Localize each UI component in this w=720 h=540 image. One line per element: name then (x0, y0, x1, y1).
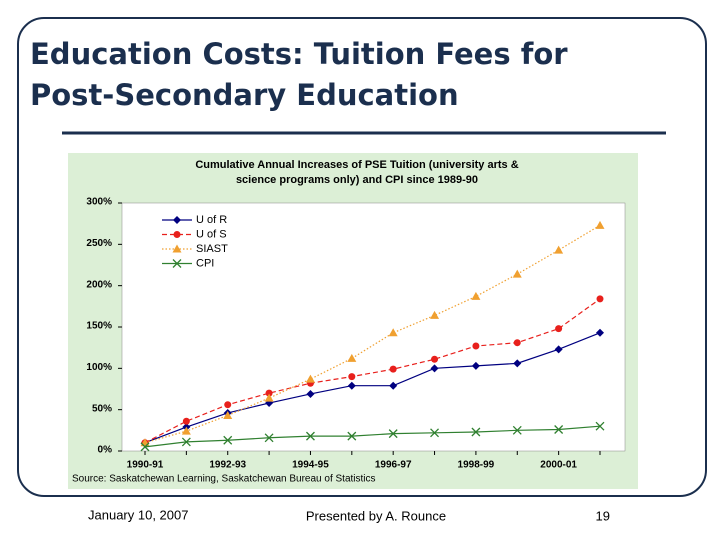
chart-title: science programs only) and CPI since 198… (236, 174, 478, 186)
series-line (144, 332, 601, 444)
data-point (224, 401, 232, 409)
legend-label: U of S (196, 228, 227, 240)
legend-marker (173, 216, 181, 224)
legend-label: U of R (196, 214, 227, 226)
y-tick-label: 150% (86, 321, 112, 332)
slide-title: Education Costs: Tuition Fees for (30, 37, 568, 71)
data-point (181, 426, 191, 435)
data-point (595, 421, 605, 431)
data-point (554, 245, 564, 254)
data-point (305, 374, 315, 383)
data-point (512, 425, 522, 435)
data-point (596, 295, 604, 303)
x-tick-label: 1994-95 (292, 460, 329, 471)
y-tick-label: 50% (92, 403, 112, 414)
data-point (347, 381, 356, 390)
data-point (223, 435, 233, 445)
series-line (144, 425, 601, 448)
data-point (471, 361, 480, 370)
data-point (305, 431, 315, 441)
legend-marker (172, 244, 182, 253)
y-tick-label: 250% (86, 238, 112, 249)
data-point (471, 427, 481, 437)
chart-title: Cumulative Annual Increases of PSE Tuiti… (195, 159, 518, 171)
data-point (430, 428, 440, 438)
legend-marker (173, 231, 181, 238)
data-point (265, 389, 273, 397)
x-tick-label: 2000-01 (540, 460, 577, 471)
data-point (512, 269, 522, 278)
data-point (140, 442, 150, 452)
legend-marker (172, 259, 182, 268)
data-point (389, 381, 398, 390)
data-point (388, 328, 398, 337)
data-point (555, 325, 563, 333)
x-tick-label: 1992-93 (209, 460, 246, 471)
data-point (431, 355, 439, 363)
data-point (388, 429, 398, 439)
data-point (554, 345, 563, 354)
data-point (264, 393, 274, 402)
data-point (348, 373, 356, 381)
data-point (471, 291, 481, 300)
series-line (144, 224, 601, 444)
data-point (554, 425, 564, 434)
footer-page: 19 (596, 508, 610, 523)
data-point (182, 417, 190, 425)
series-line (144, 298, 601, 444)
data-point (347, 353, 357, 362)
x-tick-label: 1990-91 (127, 460, 164, 471)
data-point (596, 328, 604, 337)
data-point (513, 359, 522, 368)
footer-presenter: Presented by A. Rounce (306, 508, 446, 523)
data-point (181, 437, 191, 447)
data-point (389, 365, 397, 373)
data-point (430, 364, 439, 373)
footer-date: January 10, 2007 (88, 507, 188, 522)
data-point (513, 339, 521, 347)
plot-area (121, 202, 626, 452)
data-point (595, 220, 605, 229)
data-point (306, 389, 315, 398)
legend-label: CPI (196, 257, 214, 269)
source-note: Source: Saskatchewan Learning, Saskatche… (72, 474, 376, 485)
x-tick-label: 1998-99 (458, 460, 495, 471)
x-tick-label: 1996-97 (375, 460, 412, 471)
y-tick-label: 200% (86, 279, 112, 290)
data-point (264, 433, 274, 443)
slide-title: Post-Secondary Education (30, 78, 459, 112)
y-tick-label: 100% (86, 362, 112, 373)
y-tick-label: 0% (98, 445, 113, 456)
data-point (347, 431, 357, 441)
y-tick-label: 300% (86, 197, 112, 208)
data-point (430, 310, 440, 319)
data-point (472, 342, 480, 350)
legend-label: SIAST (196, 243, 228, 255)
data-point (223, 410, 233, 419)
